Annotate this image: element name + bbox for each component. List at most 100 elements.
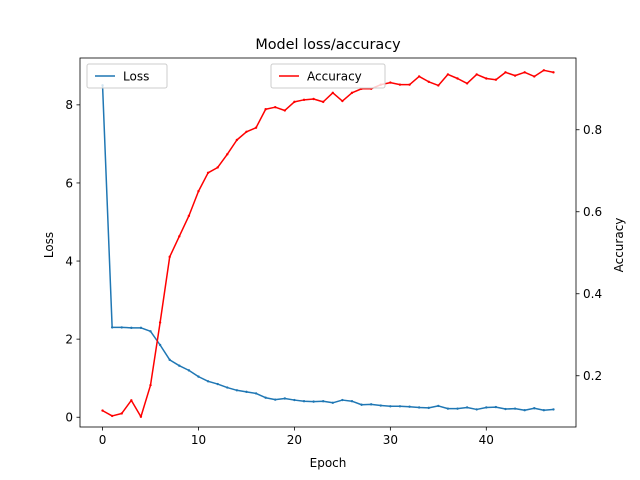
data-point-loss xyxy=(552,408,555,411)
data-point-accuracy xyxy=(398,83,402,86)
y-axis-label-left: Loss xyxy=(42,232,56,258)
data-point-loss xyxy=(293,398,296,402)
data-point-accuracy xyxy=(302,98,306,102)
data-point-accuracy xyxy=(197,190,200,193)
data-point-loss xyxy=(168,358,171,362)
data-point-accuracy xyxy=(226,153,229,156)
data-point-accuracy xyxy=(427,80,430,83)
data-point-loss xyxy=(437,404,440,408)
data-point-loss xyxy=(235,389,239,392)
data-point-accuracy xyxy=(178,235,181,238)
y-tick-label-left: 6 xyxy=(65,176,73,190)
legend-box xyxy=(270,63,386,89)
data-point-accuracy xyxy=(456,77,459,80)
y-tick-label-left: 8 xyxy=(65,98,73,112)
data-point-loss xyxy=(178,364,181,367)
data-point-loss xyxy=(274,398,277,401)
data-point-loss xyxy=(149,330,152,333)
series-points-accuracy xyxy=(101,69,555,418)
data-point-loss xyxy=(197,375,200,378)
legend-label: Accuracy xyxy=(307,69,362,83)
data-point-accuracy xyxy=(264,108,267,111)
data-point-loss xyxy=(456,407,459,410)
data-point-loss xyxy=(369,403,373,406)
data-point-loss xyxy=(158,343,162,347)
data-point-loss xyxy=(398,405,402,408)
data-point-accuracy xyxy=(206,171,210,174)
data-point-accuracy xyxy=(504,71,507,74)
data-point-accuracy xyxy=(513,74,517,77)
series-line-accuracy xyxy=(101,69,555,418)
legend-loss: Loss xyxy=(86,63,168,89)
y-tick-label-left: 2 xyxy=(65,332,73,346)
data-point-loss xyxy=(216,382,219,386)
series-line-loss xyxy=(101,84,555,411)
data-point-loss xyxy=(485,406,488,409)
data-point-loss xyxy=(283,397,287,400)
data-point-accuracy xyxy=(168,255,171,259)
data-point-loss xyxy=(226,386,229,389)
data-point-accuracy xyxy=(552,71,555,74)
data-point-loss xyxy=(446,407,450,410)
x-tick-label: 0 xyxy=(99,433,107,447)
data-point-accuracy xyxy=(389,81,392,84)
data-point-accuracy xyxy=(465,82,469,85)
y-tick-label-left: 4 xyxy=(65,254,73,268)
data-point-accuracy xyxy=(331,91,334,95)
data-point-accuracy xyxy=(523,71,526,74)
y-tick-label-right: 0.4 xyxy=(583,287,602,301)
data-point-loss xyxy=(264,396,267,399)
data-point-loss xyxy=(120,326,123,329)
data-point-loss xyxy=(523,409,526,412)
legend-box xyxy=(86,63,168,89)
data-point-accuracy xyxy=(158,321,162,324)
data-point-loss xyxy=(408,405,411,408)
data-point-loss xyxy=(389,405,392,408)
y-tick-label-right: 0.6 xyxy=(583,205,602,219)
data-point-accuracy xyxy=(475,73,478,76)
data-point-loss xyxy=(360,403,363,406)
data-point-accuracy xyxy=(216,166,219,169)
y-tick-label-left: 0 xyxy=(65,411,73,425)
data-point-accuracy xyxy=(139,415,143,418)
data-point-accuracy xyxy=(110,414,114,418)
data-point-accuracy xyxy=(533,75,536,78)
data-point-accuracy xyxy=(322,100,325,104)
data-point-loss xyxy=(206,380,210,383)
data-point-loss xyxy=(504,407,507,411)
plot-area xyxy=(101,69,555,418)
data-point-accuracy xyxy=(446,73,450,76)
legends: Loss Accuracy xyxy=(86,63,386,89)
axes-frame xyxy=(79,57,577,428)
data-point-loss xyxy=(245,390,248,394)
data-point-loss xyxy=(139,326,143,330)
data-point-loss xyxy=(379,404,382,407)
data-point-accuracy xyxy=(293,100,296,104)
data-point-loss xyxy=(350,400,354,403)
data-point-accuracy xyxy=(312,97,315,101)
data-point-accuracy xyxy=(494,78,498,81)
y-axis-label-right: Accuracy xyxy=(612,218,626,273)
x-axis-label: Epoch xyxy=(310,456,347,470)
data-point-loss xyxy=(494,405,498,409)
data-point-accuracy xyxy=(130,399,133,402)
data-point-loss xyxy=(475,408,478,411)
data-point-accuracy xyxy=(417,75,421,78)
data-point-loss xyxy=(513,407,517,410)
x-tick-label: 10 xyxy=(191,433,206,447)
data-point-accuracy xyxy=(274,106,277,109)
data-point-loss xyxy=(417,406,421,409)
x-tick-label: 30 xyxy=(383,433,398,447)
data-point-accuracy xyxy=(235,138,239,142)
data-point-loss xyxy=(341,398,344,402)
data-point-accuracy xyxy=(120,412,123,415)
axes-layer: 0 10 20 30 40 0 2 4 6 8 0.2 0.4 0.6 0.8 xyxy=(65,57,602,447)
data-point-accuracy xyxy=(341,99,344,103)
data-point-loss xyxy=(312,400,315,403)
x-tick-label: 20 xyxy=(287,433,302,447)
data-point-accuracy xyxy=(245,130,248,133)
data-point-loss xyxy=(130,326,133,330)
data-point-loss xyxy=(110,326,114,329)
x-tick-label: 40 xyxy=(479,433,494,447)
